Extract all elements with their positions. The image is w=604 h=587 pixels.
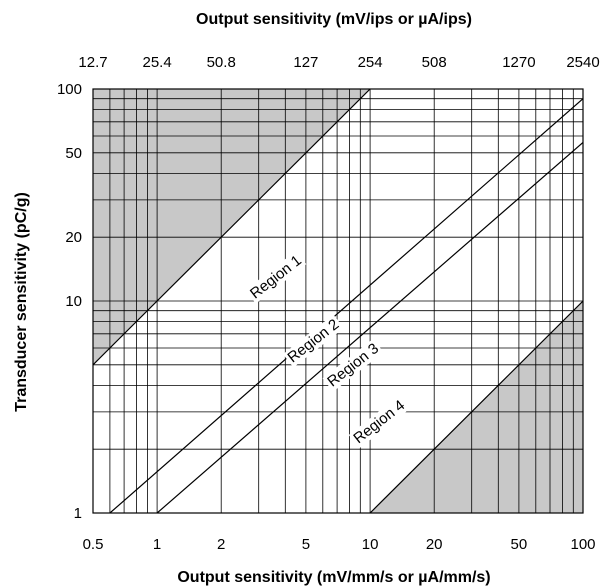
- y-tick-label: 100: [57, 81, 82, 98]
- y-tick-label: 20: [65, 229, 82, 246]
- x-top-tick-label: 2540: [566, 54, 599, 71]
- region-boundary-lines: [93, 89, 583, 513]
- region-label-background: [348, 395, 410, 449]
- x-top-tick-label: 508: [422, 54, 447, 71]
- x-top-tick-label: 254: [358, 54, 383, 71]
- x-top-tick-label: 50.8: [207, 54, 236, 71]
- y-tick-label: 10: [65, 293, 82, 310]
- region-boundary-line-3: [156, 141, 583, 513]
- top-axis-title: Output sensitivity (mV/ips or µA/ips): [196, 11, 472, 28]
- x-top-tick-label: 1270: [502, 54, 535, 71]
- region-label-background: [245, 250, 307, 304]
- region-label-1: Region 1: [247, 252, 305, 302]
- region-boundary-line-1: [93, 89, 371, 366]
- region-label-4: Region 4: [350, 397, 408, 447]
- x-bottom-tick-label: 0.5: [83, 536, 104, 553]
- grid-lines: [92, 88, 584, 514]
- y-tick-label: 50: [65, 145, 82, 162]
- y-axis-title: Transducer sensitivity (pC/g): [13, 192, 30, 412]
- x-bottom-tick-label: 2: [217, 536, 225, 553]
- region-label-background: [282, 314, 344, 368]
- region-boundary-line-2: [109, 98, 583, 513]
- y-tick-label: 1: [74, 505, 82, 522]
- x-bottom-tick-label: 1: [153, 536, 161, 553]
- x-top-tick-label: 12.7: [78, 54, 107, 71]
- x-bottom-tick-label: 50: [511, 536, 528, 553]
- x-bottom-tick-label: 20: [426, 536, 443, 553]
- x-bottom-tick-label: 10: [362, 536, 379, 553]
- x-top-tick-label: 127: [293, 54, 318, 71]
- region-boundary-line-4: [369, 300, 583, 513]
- x-bottom-tick-label: 100: [570, 536, 595, 553]
- region-label-background: [322, 338, 384, 392]
- x-top-tick-label: 25.4: [142, 54, 171, 71]
- bottom-axis-title: Output sensitivity (mV/mm/s or µA/mm/s): [177, 569, 490, 586]
- x-bottom-tick-label: 5: [302, 536, 310, 553]
